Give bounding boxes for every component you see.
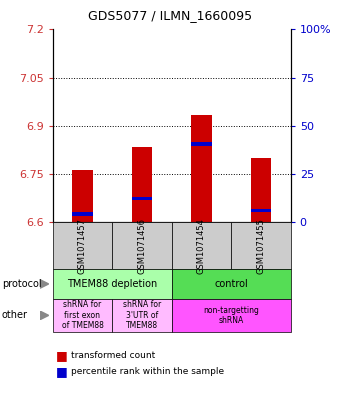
Polygon shape [40, 311, 49, 320]
Bar [191, 114, 212, 222]
Text: control: control [214, 279, 248, 289]
Text: GSM1071454: GSM1071454 [197, 218, 206, 274]
Bar [72, 170, 93, 222]
Text: ■: ■ [56, 349, 68, 362]
Text: GSM1071457: GSM1071457 [78, 218, 87, 274]
Bar [251, 209, 271, 212]
Bar [251, 158, 271, 222]
Polygon shape [40, 280, 49, 288]
Text: other: other [2, 310, 28, 320]
Bar [72, 212, 93, 216]
Text: percentile rank within the sample: percentile rank within the sample [71, 367, 224, 376]
Text: shRNA for
first exon
of TMEM88: shRNA for first exon of TMEM88 [62, 301, 103, 330]
Text: transformed count: transformed count [71, 351, 156, 360]
Text: protocol: protocol [2, 279, 41, 289]
Text: non-targetting
shRNA: non-targetting shRNA [203, 306, 259, 325]
Text: GSM1071455: GSM1071455 [256, 218, 266, 274]
Bar [132, 147, 152, 222]
Text: GSM1071456: GSM1071456 [137, 218, 147, 274]
Text: TMEM88 depletion: TMEM88 depletion [67, 279, 157, 289]
Text: shRNA for
3'UTR of
TMEM88: shRNA for 3'UTR of TMEM88 [123, 301, 161, 330]
Text: ■: ■ [56, 365, 68, 378]
Bar [191, 142, 212, 146]
Text: GDS5077 / ILMN_1660095: GDS5077 / ILMN_1660095 [88, 9, 252, 22]
Bar [132, 197, 152, 200]
